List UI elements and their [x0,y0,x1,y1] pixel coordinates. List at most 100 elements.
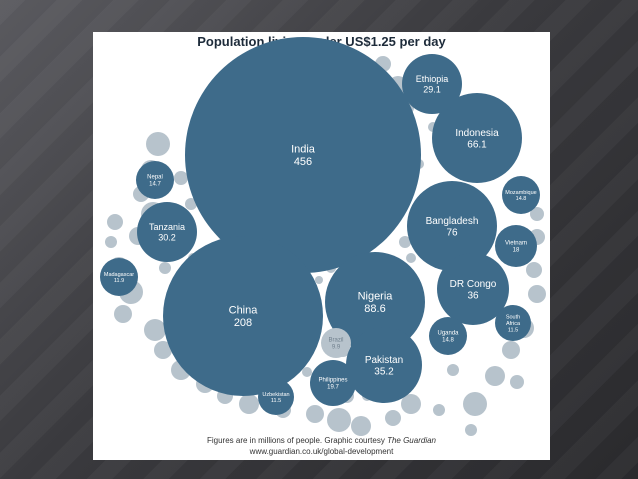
bubble-ethiopia-mark [402,54,462,114]
bubble-brazil-mark [321,328,351,358]
bubble-uzbekistan-value: 11.5 [271,398,281,404]
bubble-south-africa-label: Africa [506,321,521,327]
bubble-dr-congo-value: 36 [467,290,479,301]
bubble-indonesia-label: Indonesia [455,128,499,139]
bubble-philippines-label: Philippines [318,378,347,384]
filler-bubble [114,305,132,323]
filler-bubble [306,405,324,423]
bubble-ethiopia-value: 29.1 [423,84,441,94]
filler-bubble [144,319,166,341]
filler-bubble [406,253,416,263]
filler-bubble [351,416,371,436]
bubble-nigeria-label: Nigeria [358,291,394,303]
bubble-madagascar-label: Madagascar [104,272,134,278]
caption-source: The Guardian [387,436,436,445]
filler-bubble [146,132,170,156]
bubble-india-mark [185,37,421,273]
bubble-bangladesh-value: 76 [446,227,458,238]
bubble-nigeria-value: 88.6 [364,303,385,315]
bubble-madagascar-mark [100,258,138,296]
caption-url: www.guardian.co.uk/global-development [249,447,394,456]
bubble-vietnam-value: 18 [513,248,520,254]
bubble-indonesia-value: 66.1 [467,139,487,150]
bubble-nepal-mark [136,161,174,199]
bubble-china-value: 208 [234,317,252,329]
bubble-vietnam-label: Vietnam [505,241,527,247]
bubble-philippines-value: 19.7 [327,385,339,391]
bubble-uzbekistan-mark [258,379,294,415]
bubble-pakistan-value: 35.2 [374,366,394,377]
bubble-nepal-label: Nepal [147,175,163,181]
filler-bubble [174,171,188,185]
caption-text: Figures are in millions of people. Graph… [206,436,388,445]
filler-bubble [510,375,524,389]
bubble-madagascar-value: 11.9 [114,278,124,284]
bubble-uganda-mark [429,317,467,355]
bubble-mozambique-mark [502,176,540,214]
bubble-mozambique-value: 14.8 [516,196,527,202]
filler-bubble [302,367,312,377]
filler-bubble [528,285,546,303]
filler-bubble [154,341,172,359]
filler-bubble [239,394,259,414]
filler-bubble [502,341,520,359]
bubble-tanzania-label: Tanzania [149,222,185,232]
filler-bubble [447,364,459,376]
bubble-dr-congo-label: DR Congo [450,279,497,290]
bubble-indonesia-mark [432,93,522,183]
bubble-brazil-label: Brazil [328,338,343,344]
bubble-nigeria-mark [325,252,425,352]
filler-bubble [315,276,323,284]
bubble-pakistan-label: Pakistan [365,355,403,366]
filler-bubble [530,207,544,221]
filler-bubble [485,366,505,386]
bubble-tanzania-mark [137,202,197,262]
filler-bubble [401,394,421,414]
bubble-brazil-value: 9.9 [332,345,341,351]
filler-bubble [463,392,487,416]
bubble-india-label: India [291,144,316,156]
filler-bubble [159,262,171,274]
bubble-india-value: 456 [294,156,312,168]
bubble-nepal-value: 14.7 [149,182,161,188]
bubble-south-africa-label: South [506,315,520,321]
filler-bubble [185,198,197,210]
bubble-south-africa-value: 11.5 [508,327,518,333]
bubble-vietnam-mark [495,225,537,267]
chart-caption: Figures are in millions of people. Graph… [93,436,550,445]
filler-bubble [385,410,401,426]
chart-panel: Population living under US$1.25 per day … [93,32,550,460]
bubble-mozambique-label: Mozambique [505,190,537,196]
filler-bubble [327,408,351,432]
filler-bubble [465,424,477,436]
filler-bubble [105,236,117,248]
filler-bubble [526,262,542,278]
filler-bubble [399,236,411,248]
bubble-south-africa-mark [495,305,531,341]
bubble-china-label: China [229,305,259,317]
bubble-ethiopia-label: Ethiopia [416,74,449,84]
bubble-dr-congo-mark [437,253,509,325]
filler-bubble [433,404,445,416]
bubble-bangladesh-mark [407,181,497,271]
bubble-china-mark [163,236,323,396]
bubble-uzbekistan-label: Uzbekistan [262,392,289,398]
bubble-uganda-label: Uganda [437,331,459,337]
